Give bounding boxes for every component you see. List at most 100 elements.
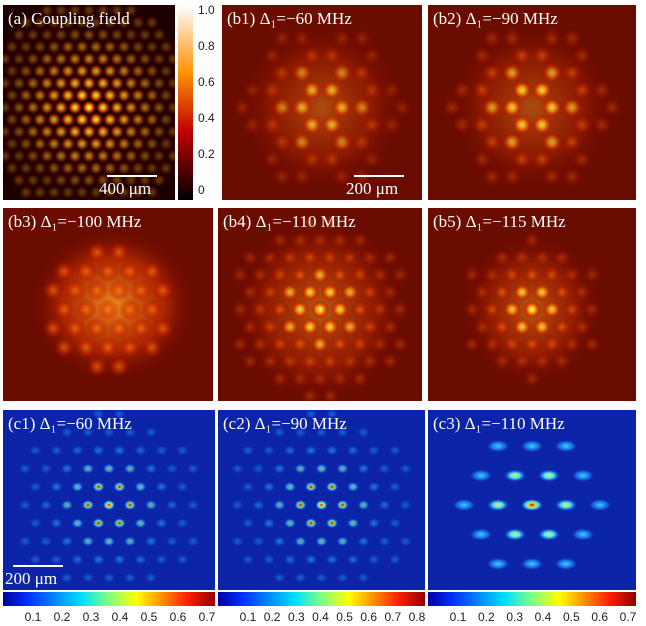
- spot: [53, 299, 75, 321]
- spot: [156, 518, 168, 528]
- spot: [33, 137, 47, 151]
- spot: [271, 370, 289, 388]
- spot: [119, 299, 141, 321]
- spot: [5, 40, 19, 54]
- spot: [332, 132, 352, 152]
- colorbar-tick-label: 0.3: [288, 610, 305, 624]
- spot: [53, 337, 75, 359]
- spot: [166, 76, 180, 90]
- spot: [583, 266, 601, 284]
- colorbar-tick-label: 0.7: [620, 610, 637, 624]
- spot: [503, 266, 521, 284]
- spot: [156, 555, 168, 565]
- spot: [159, 137, 173, 151]
- spot: [82, 500, 94, 510]
- spot: [262, 46, 282, 66]
- spot: [381, 249, 399, 267]
- spot: [572, 470, 594, 482]
- spot: [272, 167, 292, 187]
- spot: [156, 482, 168, 492]
- spot: [263, 518, 275, 528]
- colorbar-tick-label: 0: [198, 183, 205, 197]
- spot: [274, 573, 286, 583]
- spot: [141, 337, 163, 359]
- panel-label: (b4) Δ₁=−110 MHz: [223, 212, 356, 231]
- spot: [513, 318, 531, 336]
- spot: [542, 63, 562, 83]
- spot: [295, 536, 307, 546]
- spot: [166, 149, 180, 163]
- spot: [166, 52, 180, 66]
- spot: [463, 335, 481, 353]
- spot: [261, 249, 279, 267]
- panel-label: (b3) Δ₁=−100 MHz: [8, 212, 142, 231]
- spot: [321, 249, 339, 267]
- spot: [281, 318, 299, 336]
- spot: [271, 266, 289, 284]
- spot: [124, 536, 136, 546]
- spot: [68, 149, 82, 163]
- spot: [152, 76, 166, 90]
- spot: [231, 301, 249, 319]
- spot: [321, 352, 339, 370]
- spot: [68, 28, 82, 42]
- colorbar: [3, 592, 215, 606]
- spot: [284, 555, 296, 565]
- spot: [110, 76, 124, 90]
- spot: [305, 518, 317, 528]
- spot: [262, 115, 282, 135]
- spot: [30, 555, 42, 565]
- spot: [358, 427, 370, 437]
- spot: [523, 335, 541, 353]
- spot: [110, 149, 124, 163]
- colorbar-tick-label: 0.1: [450, 610, 467, 624]
- spot: [382, 80, 402, 100]
- spot: [332, 28, 352, 48]
- colorbar-tick-label: 0.5: [563, 610, 580, 624]
- spot: [103, 500, 115, 510]
- panel: [222, 5, 422, 200]
- spot: [75, 161, 89, 175]
- spot: [513, 249, 531, 267]
- spot: [382, 115, 402, 135]
- spot: [61, 40, 75, 54]
- spot: [322, 149, 342, 169]
- spot: [337, 500, 349, 510]
- spot: [326, 482, 338, 492]
- spot: [86, 241, 108, 263]
- spot: [400, 500, 412, 510]
- spot: [483, 266, 501, 284]
- spot: [12, 173, 26, 187]
- spot: [542, 132, 562, 152]
- spot: [93, 555, 105, 565]
- spot: [311, 301, 329, 319]
- spot: [61, 464, 73, 474]
- spot: [75, 40, 89, 54]
- spot: [97, 337, 119, 359]
- spot: [347, 445, 359, 455]
- spot: [135, 518, 147, 528]
- panel: [428, 410, 636, 590]
- spot: [152, 125, 166, 139]
- spot: [316, 573, 328, 583]
- spot: [512, 46, 532, 66]
- spot: [291, 301, 309, 319]
- spot: [124, 149, 138, 163]
- spot: [61, 185, 75, 199]
- spot: [341, 318, 359, 336]
- spot: [533, 249, 551, 267]
- colorbar-tick-label: 0.6: [170, 610, 187, 624]
- spot: [152, 149, 166, 163]
- spot: [302, 80, 322, 100]
- spot: [371, 301, 389, 319]
- spot: [124, 101, 138, 115]
- spot: [301, 249, 319, 267]
- spot: [33, 113, 47, 127]
- spot: [130, 318, 152, 340]
- spot: [379, 536, 391, 546]
- spot: [93, 482, 105, 492]
- spot: [103, 536, 115, 546]
- panel: [3, 208, 213, 401]
- spot: [138, 101, 152, 115]
- spot: [302, 149, 322, 169]
